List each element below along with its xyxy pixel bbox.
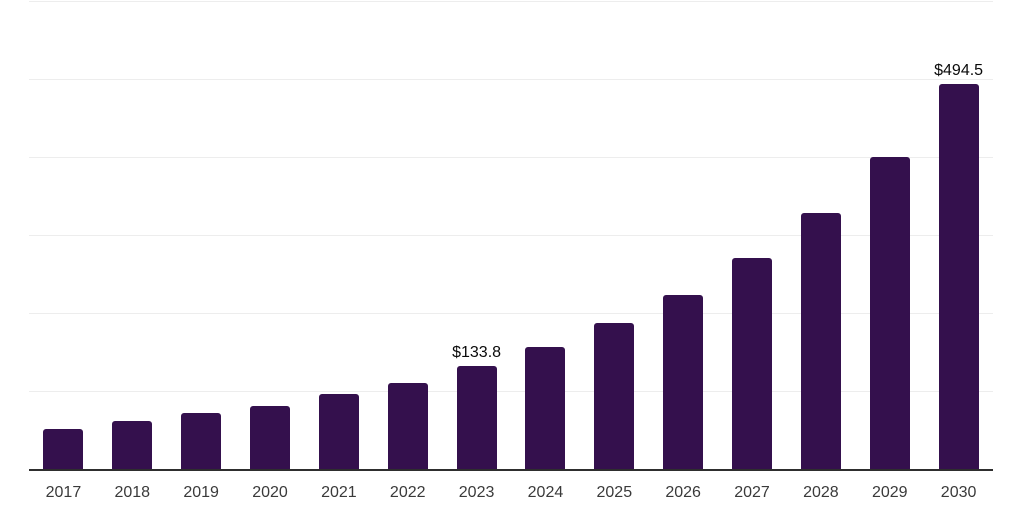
x-tick-label: 2027 xyxy=(734,484,770,501)
gridline xyxy=(29,157,993,158)
gridline xyxy=(29,391,993,392)
bar-slot-2025 xyxy=(580,0,649,470)
bar-slot-2017 xyxy=(29,0,98,470)
x-tick-label: 2021 xyxy=(321,484,357,501)
bar-2027 xyxy=(732,257,773,470)
x-tick-label: 2017 xyxy=(45,484,82,501)
bar-slot-2021 xyxy=(304,0,373,470)
x-tick-label: 2020 xyxy=(252,484,288,501)
x-tick-label: 2024 xyxy=(527,484,564,501)
gridline xyxy=(29,79,993,80)
gridline xyxy=(29,235,993,236)
bar-2028 xyxy=(800,213,841,470)
gridline xyxy=(29,1,993,2)
bar-2029 xyxy=(869,157,910,470)
bar-value-label: $494.5 xyxy=(934,62,984,80)
bar-slot-2024 xyxy=(511,0,580,470)
bar-slot-2023: $133.8 xyxy=(442,0,511,470)
bar-slot-2019 xyxy=(167,0,236,470)
bar-2026 xyxy=(663,294,704,470)
x-axis-tick-labels: 2017 2018 2019 2020 2021 2022 2023 2024 2025 2026… xyxy=(29,483,993,503)
bar-2030 xyxy=(938,84,979,470)
bar-2022 xyxy=(387,382,428,470)
x-tick-label: 2025 xyxy=(596,484,633,501)
x-tick-label: 2029 xyxy=(871,484,908,501)
bar-2024 xyxy=(525,346,566,470)
plot-area: $133.8 $494.5 xyxy=(29,0,993,470)
x-tick-label: 2019 xyxy=(183,484,219,501)
bar-2018 xyxy=(112,420,153,470)
x-tick-label: 2018 xyxy=(114,484,151,501)
bar-2021 xyxy=(318,394,359,470)
bar-slot-2026 xyxy=(649,0,718,470)
x-tick-label: 2026 xyxy=(665,484,701,501)
x-axis-line xyxy=(29,469,993,471)
x-tick-label: 2023 xyxy=(458,484,495,501)
bar-2020 xyxy=(250,406,290,470)
bar-slot-2018 xyxy=(98,0,167,470)
bar-slot-2020 xyxy=(236,0,305,470)
bar-2025 xyxy=(594,323,635,470)
bar-slot-2027 xyxy=(718,0,787,470)
bar-value-label: $133.8 xyxy=(452,343,502,361)
bar-slot-2022 xyxy=(373,0,442,470)
bar-slot-2030: $494.5 xyxy=(924,0,993,470)
bar-2023 xyxy=(456,365,497,470)
bar-slot-2028 xyxy=(786,0,855,470)
x-tick-label: 2028 xyxy=(803,484,839,501)
bar-slot-2029 xyxy=(855,0,924,470)
gridline xyxy=(29,313,993,314)
bars-container: $133.8 $494.5 xyxy=(29,0,993,470)
bar-2019 xyxy=(181,413,222,470)
bar-2017 xyxy=(43,428,84,470)
x-tick-label: 2022 xyxy=(389,484,426,501)
x-tick-label: 2030 xyxy=(940,484,977,501)
